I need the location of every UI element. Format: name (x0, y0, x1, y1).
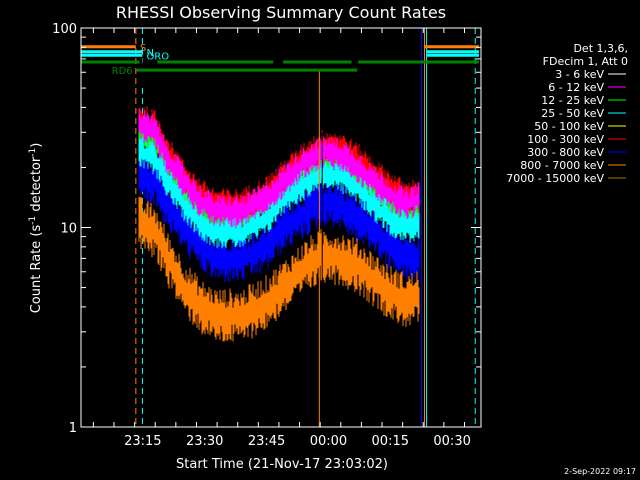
series-trace (138, 196, 420, 342)
series-trace (138, 137, 420, 249)
y-axis-label-main: Count Rate (s (29, 225, 44, 314)
y-axis-label-sup1: -1 (28, 216, 38, 225)
flag-label: RD6 (112, 66, 133, 77)
series-25-50kev (138, 137, 420, 249)
x-tick-label: 23:45 (248, 434, 285, 449)
legend-label: 300 - 800 keV (527, 146, 604, 159)
legend-label: 3 - 6 keV (555, 68, 604, 81)
y-tick-label: 10 (60, 222, 77, 237)
x-tick-label: 23:15 (124, 434, 161, 449)
legend-label: 50 - 100 keV (534, 120, 604, 133)
series-trace (138, 153, 420, 283)
footer-date: 2-Sep-2022 09:17 (564, 467, 636, 476)
series-trace (138, 108, 420, 229)
y-tick-label: 1 (69, 421, 77, 436)
x-tick-label: 00:30 (433, 434, 470, 449)
chart-title: RHESSI Observing Summary Count Rates (116, 3, 446, 22)
y-axis-label-end: ) (29, 143, 44, 148)
series-300-800kev (138, 153, 420, 283)
legend-header: Det 1,3,6, (573, 42, 628, 55)
legend-label: 7000 - 15000 keV (506, 172, 604, 185)
legend-label: 25 - 50 keV (541, 107, 604, 120)
y-axis-label: Count Rate (s-1 detector-1) (28, 143, 44, 314)
legend-label: 12 - 25 keV (541, 94, 604, 107)
flag-label: S (140, 43, 146, 54)
series-6-12kev (138, 108, 420, 229)
x-axis-label: Start Time (21-Nov-17 23:03:02) (176, 457, 388, 472)
legend-label: 6 - 12 keV (548, 81, 604, 94)
series-800-7000kev (138, 196, 420, 342)
legend-label: 800 - 7000 keV (520, 159, 604, 172)
y-axis-label-mid: detector (29, 156, 44, 216)
flag-label: N (146, 48, 153, 59)
y-tick-label: 100 (52, 22, 77, 37)
legend-label: 100 - 300 keV (527, 133, 604, 146)
x-tick-label: 00:15 (372, 434, 409, 449)
y-axis-label-sup2: -1 (28, 148, 38, 157)
x-tick-label: 00:00 (310, 434, 347, 449)
x-tick-label: 23:30 (186, 434, 223, 449)
flag-label: ORO (146, 51, 169, 62)
axes: 100 10 1 23:15 23:30 23:45 00:00 00:15 00:30 (52, 22, 481, 449)
legend-header: FDecim 1, Att 0 (543, 55, 628, 68)
